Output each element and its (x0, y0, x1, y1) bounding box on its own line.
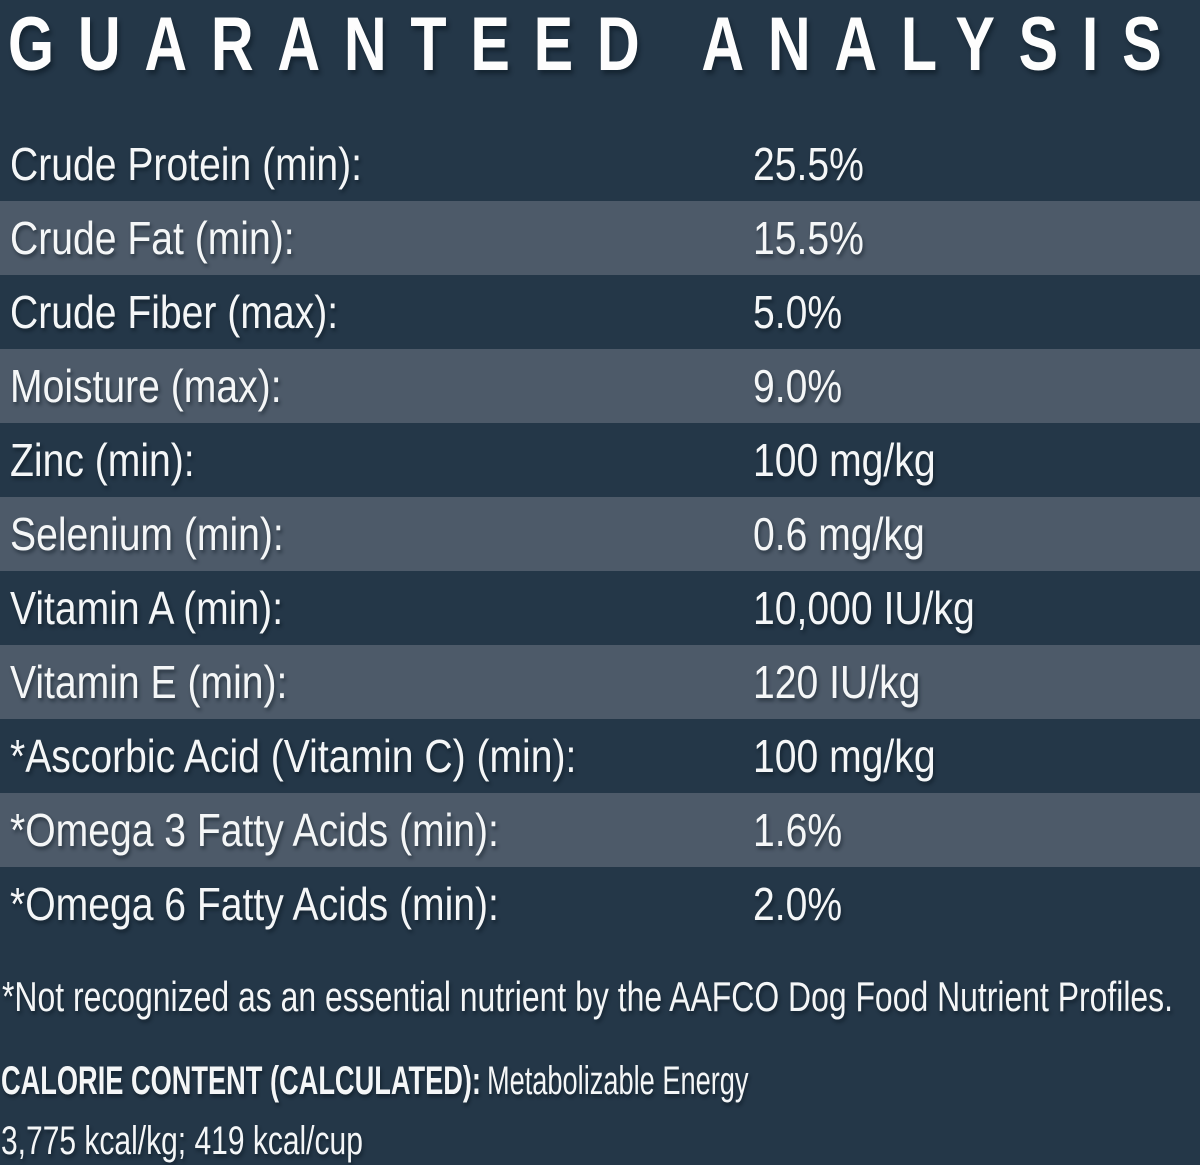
nutrient-name: Selenium (min): (10, 507, 284, 560)
page-title-text: GUARANTEED ANALYSIS (8, 2, 1186, 87)
table-row: Crude Protein (min): 25.5% (0, 127, 1200, 201)
nutrient-value: 5.0% (753, 285, 843, 338)
nutrient-value: 100 mg/kg (753, 729, 936, 782)
calorie-values-text: 3,775 kcal/kg; 419 kcal/cup (1, 1118, 363, 1163)
table-row: Crude Fat (min): 15.5% (0, 200, 1200, 275)
nutrient-name: *Ascorbic Acid (Vitamin C) (min): (10, 729, 577, 782)
calorie-content-line: CALORIE CONTENT (CALCULATED): Metabolizab… (0, 1057, 1200, 1105)
calorie-values-line: 3,775 kcal/kg; 419 kcal/cup (0, 1117, 1200, 1165)
nutrient-name: *Omega 6 Fatty Acids (min): (10, 877, 499, 930)
nutrient-name: *Omega 3 Fatty Acids (min): (10, 803, 499, 856)
nutrient-name: Vitamin A (min): (10, 581, 284, 634)
table-row: Selenium (min): 0.6 mg/kg (0, 496, 1200, 571)
nutrient-value: 0.6 mg/kg (753, 507, 925, 560)
nutrient-value: 10,000 IU/kg (753, 581, 975, 634)
nutrient-name: Crude Fiber (max): (10, 285, 339, 338)
guaranteed-analysis-table: Crude Protein (min): 25.5% Crude Fat (mi… (0, 127, 1200, 941)
aafco-footnote-text: *Not recognized as an essential nutrient… (2, 972, 1174, 1020)
page-title: GUARANTEED ANALYSIS (0, 0, 1200, 89)
aafco-footnote: *Not recognized as an essential nutrient… (0, 973, 1200, 1021)
table-row: Vitamin A (min): 10,000 IU/kg (0, 571, 1200, 645)
nutrient-value: 9.0% (753, 359, 843, 412)
table-row: *Ascorbic Acid (Vitamin C) (min): 100 mg… (0, 719, 1200, 793)
calorie-content-text: CALORIE CONTENT (CALCULATED): Metabolizab… (1, 1057, 749, 1105)
nutrient-value: 100 mg/kg (753, 433, 936, 486)
nutrient-name: Crude Protein (min): (10, 137, 363, 190)
nutrient-value: 120 IU/kg (753, 655, 921, 708)
nutrient-name: Vitamin E (min): (10, 655, 288, 708)
nutrient-value: 15.5% (753, 211, 864, 264)
table-row: Moisture (max): 9.0% (0, 348, 1200, 423)
calorie-content-heading: CALORIE CONTENT (CALCULATED): (1, 1058, 481, 1103)
table-row: Crude Fiber (max): 5.0% (0, 275, 1200, 349)
table-row: *Omega 3 Fatty Acids (min): 1.6% (0, 792, 1200, 867)
nutrient-name: Moisture (max): (10, 359, 282, 412)
nutrient-name: Zinc (min): (10, 433, 195, 486)
table-row: *Omega 6 Fatty Acids (min): 2.0% (0, 867, 1200, 941)
nutrient-value: 1.6% (753, 803, 843, 856)
nutrient-value: 25.5% (753, 137, 864, 190)
table-row: Zinc (min): 100 mg/kg (0, 423, 1200, 497)
nutrient-name: Crude Fat (min): (10, 211, 295, 264)
calorie-content-description: Metabolizable Energy (486, 1058, 749, 1103)
nutrient-value: 2.0% (753, 877, 843, 930)
table-row: Vitamin E (min): 120 IU/kg (0, 644, 1200, 719)
